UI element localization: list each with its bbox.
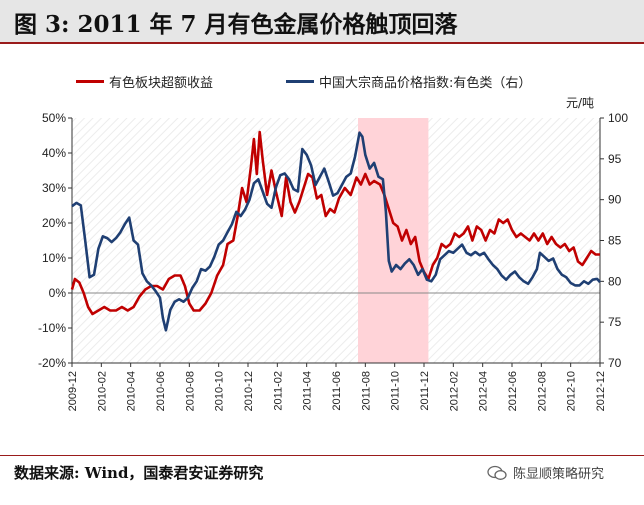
series-line-metal-index bbox=[71, 131, 601, 332]
right-axis-unit: 元/吨 bbox=[566, 96, 595, 110]
left-tick-label: 50% bbox=[42, 111, 66, 125]
x-tick-label: 2011-12 bbox=[419, 371, 431, 411]
x-tick-label: 2012-02 bbox=[448, 371, 460, 411]
x-tick-label: 2011-02 bbox=[272, 371, 284, 411]
chart-legend: 有色板块超额收益 中国大宗商品价格指数:有色类（右） bbox=[0, 72, 644, 92]
x-tick-label: 2010-12 bbox=[243, 371, 255, 411]
x-tick-label: 2010-02 bbox=[96, 371, 108, 411]
x-tick-label: 2010-06 bbox=[155, 371, 167, 411]
source-rule bbox=[0, 455, 644, 456]
legend-label-excess-return: 有色板块超额收益 bbox=[109, 76, 214, 91]
left-tick-label: 20% bbox=[42, 216, 66, 230]
right-tick-label: 90 bbox=[608, 193, 622, 207]
source-note: 数据来源: Wind，国泰君安证券研究 bbox=[14, 464, 264, 482]
series-line-excess-return bbox=[70, 130, 600, 316]
left-tick-label: 10% bbox=[42, 251, 66, 265]
right-tick-label: 85 bbox=[608, 234, 622, 248]
left-tick-label: -20% bbox=[38, 356, 66, 370]
x-tick-label: 2012-10 bbox=[566, 371, 578, 411]
title-bar: 图 3: 2011 年 7 月有色金属价格触顶回落 bbox=[0, 0, 644, 42]
x-tick-label: 2011-08 bbox=[360, 371, 372, 411]
left-tick-label: 0% bbox=[49, 286, 67, 300]
x-tick-label: 2009-12 bbox=[67, 371, 79, 411]
figure-title: 图 3: 2011 年 7 月有色金属价格触顶回落 bbox=[14, 11, 458, 38]
line-chart: -20% -10% 0% 10% 20% 30% 40% 50% 70 75 80 85 90 95 100… bbox=[38, 111, 628, 411]
legend-swatch-metal-index bbox=[286, 80, 314, 83]
x-tick-label: 2012-04 bbox=[478, 371, 490, 411]
x-tick-label: 2011-06 bbox=[331, 371, 343, 411]
plot-background bbox=[72, 118, 600, 363]
x-tick-label: 2012-12 bbox=[595, 371, 607, 411]
title-rule bbox=[0, 42, 644, 44]
x-tick-label: 2012-06 bbox=[507, 371, 519, 411]
legend-item-metal-index: 中国大宗商品价格指数:有色类（右） bbox=[286, 72, 531, 91]
highlight-band bbox=[358, 118, 429, 363]
right-tick-label: 70 bbox=[608, 356, 622, 370]
legend-swatch-excess-return bbox=[76, 80, 104, 83]
right-tick-label: 75 bbox=[608, 315, 622, 329]
left-tick-label: 30% bbox=[42, 181, 66, 195]
legend-label-metal-index: 中国大宗商品价格指数:有色类（右） bbox=[319, 76, 532, 91]
right-tick-label: 95 bbox=[608, 152, 622, 166]
left-tick-label: -10% bbox=[38, 321, 66, 335]
x-tick-label: 2011-04 bbox=[302, 371, 314, 411]
x-tick-label: 2010-04 bbox=[126, 371, 138, 411]
x-tick-label: 2010-08 bbox=[184, 371, 196, 411]
watermark-text: 陈显顺策略研究 bbox=[513, 467, 605, 482]
x-tick-label: 2011-10 bbox=[390, 371, 402, 411]
x-tick-label: 2010-10 bbox=[214, 371, 226, 411]
right-tick-label: 100 bbox=[608, 111, 628, 125]
legend-item-excess-return: 有色板块超额收益 bbox=[76, 72, 213, 91]
left-tick-label: 40% bbox=[42, 146, 66, 160]
wechat-icon bbox=[487, 465, 507, 480]
right-tick-label: 80 bbox=[608, 274, 622, 288]
x-tick-label: 2012-08 bbox=[536, 371, 548, 411]
watermark: 陈显顺策略研究 bbox=[486, 463, 604, 482]
